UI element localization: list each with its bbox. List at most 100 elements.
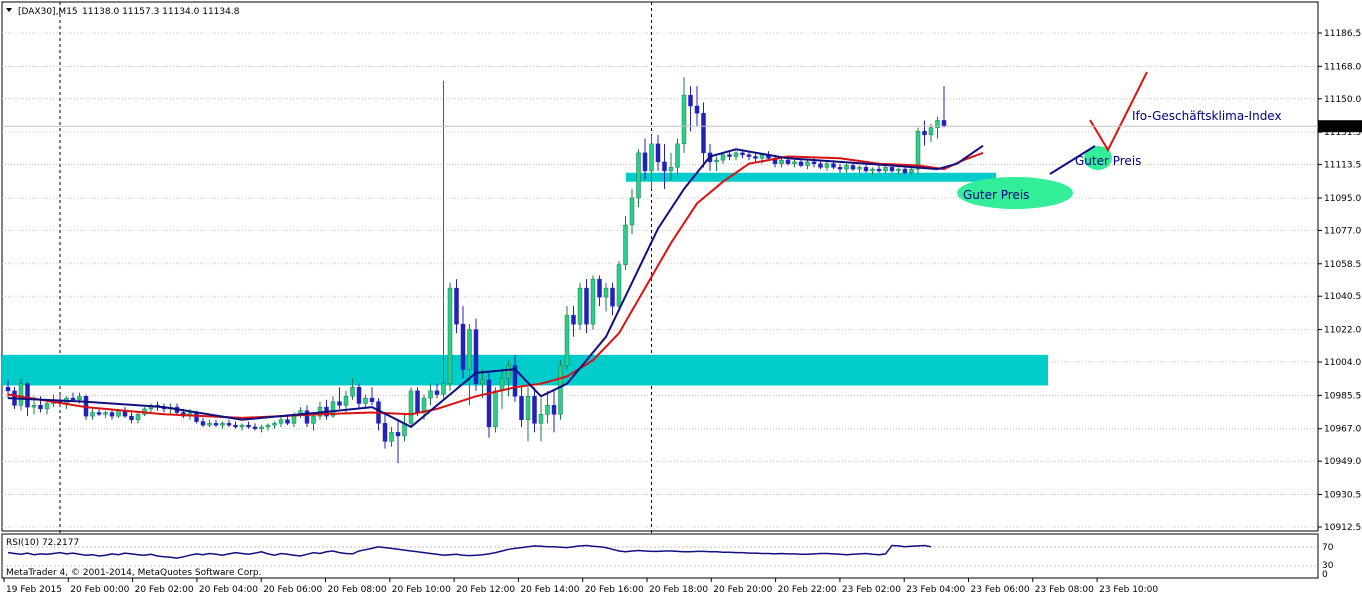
price-tick-label-12: 10967.0 bbox=[1324, 425, 1361, 435]
candle-100 bbox=[655, 134, 661, 171]
candle-75 bbox=[493, 387, 498, 433]
main-pane bbox=[1, 1, 1319, 532]
candle-body-36 bbox=[239, 424, 245, 428]
candle-37 bbox=[246, 421, 251, 429]
candle-body-6 bbox=[44, 403, 50, 410]
candle-body-75 bbox=[493, 390, 498, 428]
candle-35 bbox=[233, 421, 238, 429]
candle-84 bbox=[551, 390, 557, 433]
candle-body-125 bbox=[818, 163, 823, 168]
candle-body-54 bbox=[356, 387, 362, 404]
candle-88 bbox=[577, 282, 583, 330]
candle-2 bbox=[18, 378, 24, 411]
candle-135 bbox=[883, 165, 888, 175]
candle-65 bbox=[428, 383, 433, 406]
candle-106 bbox=[694, 86, 700, 126]
candle-31 bbox=[207, 419, 212, 427]
ma-slow-line bbox=[7, 151, 984, 419]
candle-body-92 bbox=[603, 287, 609, 298]
candle-86 bbox=[564, 306, 570, 370]
price-tick-label-7: 11058.5 bbox=[1324, 260, 1361, 270]
candle-74 bbox=[486, 372, 492, 438]
candle-body-121 bbox=[792, 161, 797, 164]
time-label-1: 20 Feb 00:00 bbox=[70, 585, 129, 595]
zone-1 bbox=[626, 172, 996, 182]
candle-69 bbox=[454, 279, 459, 334]
candle-139 bbox=[909, 167, 914, 177]
candle-body-103 bbox=[675, 143, 680, 168]
price-tick-label-5: 11095.0 bbox=[1324, 194, 1361, 204]
candle-body-39 bbox=[259, 426, 264, 429]
candle-87 bbox=[571, 306, 576, 337]
candle-body-43 bbox=[285, 419, 290, 424]
candle-126 bbox=[824, 161, 830, 171]
candle-59 bbox=[389, 426, 394, 447]
candle-107 bbox=[701, 102, 706, 168]
candle-body-88 bbox=[577, 287, 583, 325]
price-tick-label-11: 10985.5 bbox=[1324, 391, 1361, 401]
candle-body-51 bbox=[337, 401, 342, 406]
candle-body-109 bbox=[714, 159, 719, 163]
candle-body-33 bbox=[220, 423, 225, 426]
price-tick-label-13: 10949.0 bbox=[1324, 457, 1361, 467]
candle-body-4 bbox=[31, 405, 37, 408]
candle-143 bbox=[935, 116, 940, 139]
candle-body-2 bbox=[18, 383, 24, 406]
candle-39 bbox=[259, 425, 264, 433]
candle-71 bbox=[467, 324, 472, 406]
candle-89 bbox=[584, 279, 589, 334]
candle-body-104 bbox=[681, 94, 687, 145]
candle-54 bbox=[356, 383, 362, 409]
ohlc-values: 11138.0 11157.3 11134.0 11134.8 bbox=[82, 7, 240, 17]
candle-body-123 bbox=[805, 161, 810, 166]
price-tick-label-2: 11150.0 bbox=[1324, 95, 1361, 105]
candle-70 bbox=[460, 306, 466, 379]
candle-body-139 bbox=[909, 168, 914, 173]
candle-115 bbox=[753, 152, 758, 162]
candle-body-68 bbox=[447, 287, 453, 384]
candle-38 bbox=[252, 423, 258, 431]
candle-123 bbox=[805, 160, 810, 170]
candle-body-140 bbox=[915, 131, 921, 170]
candle-53 bbox=[350, 378, 355, 400]
candle-body-98 bbox=[642, 152, 648, 172]
price-tick-label-6: 11077.0 bbox=[1324, 226, 1361, 236]
candle-body-3 bbox=[25, 383, 30, 408]
candle-119 bbox=[779, 158, 784, 168]
candle-body-19 bbox=[129, 415, 134, 420]
time-label-11: 20 Feb 20:00 bbox=[713, 585, 772, 595]
candle-134 bbox=[876, 165, 882, 173]
candle-body-93 bbox=[610, 287, 615, 307]
price-tick-label-1: 11168.0 bbox=[1324, 62, 1361, 72]
candle-body-62 bbox=[408, 390, 414, 424]
candle-19 bbox=[129, 412, 134, 424]
candle-body-136 bbox=[889, 167, 895, 172]
rsi-label: RSI(10) 72.2177 bbox=[6, 538, 79, 548]
triangle-down-icon[interactable] bbox=[6, 8, 12, 12]
candle-32 bbox=[213, 419, 219, 427]
price-tick-label-15: 10912.5 bbox=[1324, 523, 1361, 533]
candle-137 bbox=[896, 167, 901, 175]
candle-body-130 bbox=[850, 165, 856, 170]
candle-141 bbox=[922, 120, 927, 146]
candle-body-73 bbox=[480, 379, 485, 384]
candle-body-20 bbox=[135, 414, 141, 420]
candle-body-32 bbox=[213, 423, 219, 426]
candle-41 bbox=[272, 421, 277, 429]
candle-body-114 bbox=[746, 154, 752, 157]
rsi-level-label-30: 30 bbox=[1322, 561, 1334, 571]
candle-81 bbox=[532, 387, 537, 433]
candle-body-58 bbox=[382, 423, 388, 442]
price-tick-label-0: 11186.5 bbox=[1324, 29, 1361, 39]
candle-body-124 bbox=[811, 161, 817, 164]
candle-body-132 bbox=[863, 167, 869, 172]
candle-body-74 bbox=[486, 379, 492, 428]
candle-body-65 bbox=[428, 390, 433, 399]
day-separators bbox=[59, 2, 652, 578]
candle-body-105 bbox=[688, 94, 693, 107]
candle-body-13 bbox=[90, 412, 95, 417]
time-label-9: 20 Feb 16:00 bbox=[585, 585, 644, 595]
time-label-2: 20 Feb 02:00 bbox=[135, 585, 194, 595]
candle-91 bbox=[597, 275, 602, 307]
